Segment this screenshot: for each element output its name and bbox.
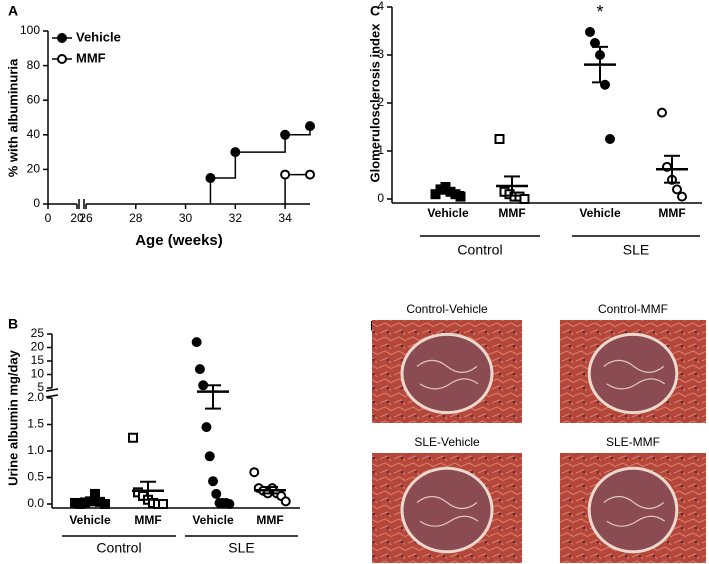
step-line xyxy=(209,126,311,204)
panel-label: C xyxy=(370,3,380,19)
legend-label: MMF xyxy=(76,50,106,65)
y-tick-label: 1 xyxy=(377,143,384,157)
legend-label: Vehicle xyxy=(76,29,121,44)
data-point xyxy=(280,496,291,507)
data-point xyxy=(657,107,667,118)
y-tick-label: 15 xyxy=(31,353,45,367)
data-point xyxy=(585,26,595,37)
data-point xyxy=(224,499,235,509)
x-tick-label: Vehicle xyxy=(427,206,469,220)
data-point xyxy=(90,488,100,499)
y-tick-label: 1.5 xyxy=(27,417,44,431)
x-tick-label: 32 xyxy=(229,211,243,225)
panel-label: B xyxy=(8,316,18,332)
x-tick-label: Vehicle xyxy=(192,513,234,527)
significance-label: * xyxy=(596,2,603,22)
y-tick-label: 25 xyxy=(31,326,45,340)
data-point xyxy=(672,184,682,195)
group-label: Control xyxy=(457,242,502,258)
data-point xyxy=(194,364,205,375)
group-label: Control xyxy=(96,540,141,556)
data-point xyxy=(204,451,215,462)
group-label: SLE xyxy=(228,540,254,556)
y-tick-label: 20 xyxy=(31,340,45,354)
x-axis-title: Age (weeks) xyxy=(135,232,223,249)
axis-break xyxy=(45,388,59,392)
data-point xyxy=(494,134,505,144)
x-tick-label: 0 xyxy=(45,211,52,225)
image-caption: SLE-MMF xyxy=(606,435,660,449)
data-point xyxy=(230,147,241,158)
glomerulus-texture xyxy=(603,495,666,527)
data-point xyxy=(519,194,530,204)
y-axis-title: % with albuminuria xyxy=(5,58,20,177)
image-caption: SLE-Vehicle xyxy=(414,435,480,449)
x-tick-label: MMF xyxy=(256,513,283,527)
glomerulus xyxy=(587,466,679,554)
data-point xyxy=(305,169,315,180)
legend-marker xyxy=(57,54,67,64)
x-tick-label: 20 xyxy=(70,211,84,225)
glomerulus xyxy=(587,332,679,415)
glomerulus xyxy=(400,466,494,554)
glomerulus-texture xyxy=(603,359,666,390)
y-tick-label: 20 xyxy=(27,162,41,176)
data-point xyxy=(590,38,600,48)
y-tick-label: 10 xyxy=(31,367,45,381)
y-tick-label: 4 xyxy=(377,0,384,13)
data-point xyxy=(280,129,291,140)
data-point xyxy=(201,422,212,433)
x-tick-label: 28 xyxy=(129,211,143,225)
glomerulus-texture xyxy=(416,359,479,390)
glomerulus xyxy=(400,332,494,415)
legend-marker xyxy=(57,33,67,43)
data-point xyxy=(211,488,222,499)
step-line xyxy=(284,173,310,204)
y-tick-label: 2 xyxy=(377,95,384,109)
y-tick-label: 5 xyxy=(37,380,44,394)
data-point xyxy=(249,467,260,478)
y-tick-label: 40 xyxy=(27,127,41,141)
y-tick-label: 0.5 xyxy=(27,470,44,484)
x-tick-label: 34 xyxy=(278,211,292,225)
image-caption: Control-MMF xyxy=(598,302,668,316)
data-point xyxy=(208,476,218,487)
axis-break xyxy=(45,394,59,398)
y-tick-label: 60 xyxy=(27,92,41,106)
data-point xyxy=(280,169,291,180)
data-point xyxy=(191,337,202,348)
y-tick-label: 2.0 xyxy=(27,390,44,404)
x-tick-label: Vehicle xyxy=(69,513,111,527)
image-caption: Control-Vehicle xyxy=(406,302,488,316)
data-point xyxy=(605,134,615,144)
data-point xyxy=(128,432,138,443)
x-tick-label: MMF xyxy=(498,206,525,220)
panel-label: A xyxy=(8,3,18,19)
x-tick-label: MMF xyxy=(658,206,685,220)
y-tick-label: 3 xyxy=(377,47,384,61)
data-point xyxy=(158,499,168,509)
y-tick-label: 100 xyxy=(20,23,40,37)
data-point xyxy=(100,499,110,509)
y-tick-label: 0 xyxy=(377,191,384,205)
data-point xyxy=(455,191,466,202)
data-point xyxy=(305,121,315,132)
y-tick-label: 0 xyxy=(33,196,40,210)
group-label: SLE xyxy=(623,242,649,258)
y-tick-label: 0.0 xyxy=(27,496,44,510)
y-axis-title: Urine albumin mg/day xyxy=(5,349,20,486)
x-tick-label: 26 xyxy=(79,211,93,225)
y-tick-label: 80 xyxy=(27,58,41,72)
y-axis-title: Glomerulosclerosis index xyxy=(367,23,382,183)
x-tick-label: 30 xyxy=(179,211,193,225)
x-tick-label: MMF xyxy=(134,513,161,527)
x-tick-label: Vehicle xyxy=(579,206,621,220)
glomerulus-texture xyxy=(416,495,479,527)
y-tick-label: 1.0 xyxy=(27,443,44,457)
data-point xyxy=(205,173,216,184)
data-point xyxy=(677,191,687,202)
